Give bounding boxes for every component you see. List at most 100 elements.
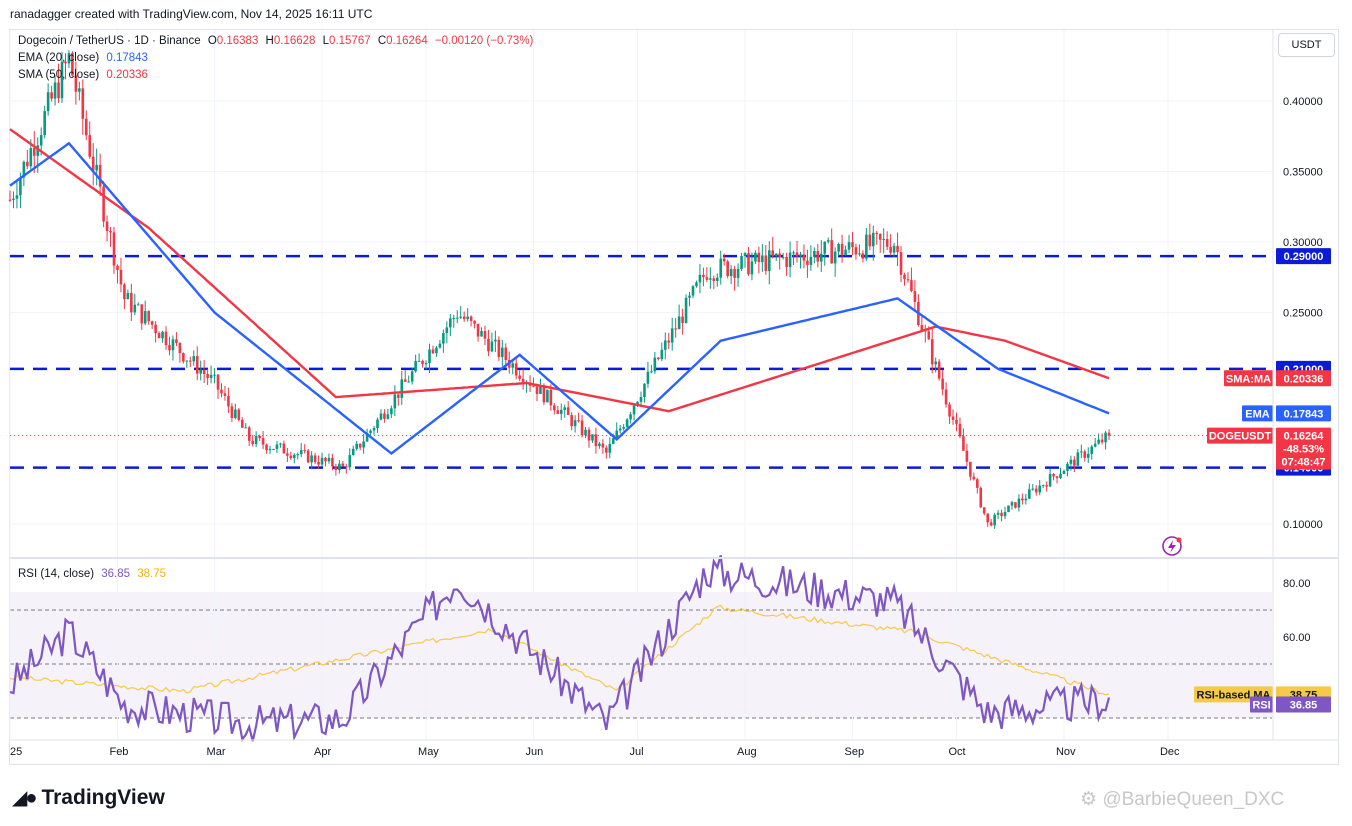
candle — [868, 234, 872, 247]
candle — [345, 466, 348, 468]
candle — [348, 455, 352, 468]
currency-selector[interactable]: USDT — [1278, 33, 1335, 57]
candle — [112, 232, 116, 266]
candle — [355, 443, 359, 449]
candle — [813, 250, 816, 257]
candle — [1083, 451, 1087, 458]
sma-legend-value: 0.20336 — [106, 69, 148, 81]
candle — [792, 252, 795, 254]
candle — [681, 316, 684, 323]
time-tick-label: Mar — [207, 746, 226, 758]
candle — [1059, 473, 1062, 479]
candle — [941, 378, 944, 390]
candle — [920, 325, 924, 331]
candle — [123, 284, 126, 300]
candle — [712, 278, 716, 281]
candle — [650, 371, 653, 373]
candle — [188, 360, 192, 362]
tradingview-brand: TradingView — [41, 785, 165, 809]
candle — [618, 428, 622, 431]
candle — [861, 253, 865, 259]
candle — [116, 265, 119, 270]
candle — [1045, 485, 1048, 487]
candle — [60, 61, 64, 99]
level-290-tag-bg — [1276, 248, 1331, 265]
rsi-name-tag-text: RSI — [1252, 700, 1270, 712]
candle — [341, 463, 345, 467]
candle — [688, 295, 691, 298]
candle — [705, 277, 709, 280]
candle — [275, 444, 279, 449]
candle — [806, 260, 809, 265]
candle — [282, 443, 286, 454]
time-tick-label: Apr — [314, 746, 331, 758]
ema-legend-label: EMA (20, close) — [18, 52, 100, 64]
candle — [428, 349, 431, 364]
candle — [788, 252, 792, 267]
candle — [376, 419, 379, 429]
candle — [455, 317, 459, 319]
sma-legend[interactable]: SMA (50, close) 0.20336 — [18, 69, 148, 81]
chart-attribution: ranadagger created with TradingView.com,… — [10, 7, 373, 21]
candle — [979, 487, 983, 508]
candle — [1031, 488, 1035, 490]
candle — [660, 349, 664, 360]
candle — [989, 522, 993, 526]
candle — [372, 428, 376, 431]
candle — [930, 339, 934, 365]
rsi-line — [9, 555, 1111, 742]
candle — [213, 374, 216, 376]
candle — [74, 75, 78, 92]
candle — [840, 243, 844, 256]
candle — [819, 253, 823, 262]
candle — [358, 443, 362, 448]
candle — [899, 252, 903, 275]
candle — [157, 333, 161, 339]
candle — [445, 327, 449, 334]
tradingview-logo[interactable]: ◢● TradingView — [12, 785, 165, 810]
candle — [521, 378, 525, 384]
candle — [15, 195, 19, 199]
candle — [494, 339, 497, 342]
candle — [109, 231, 112, 233]
ema-line — [9, 141, 1110, 456]
candle — [501, 347, 504, 357]
candle — [487, 338, 490, 352]
candle — [393, 394, 397, 409]
candle — [733, 268, 736, 278]
candle — [865, 234, 868, 259]
candle — [743, 253, 747, 257]
alert-icon[interactable] — [1162, 536, 1182, 556]
candle — [91, 156, 95, 171]
candle — [1014, 502, 1017, 508]
candle — [417, 360, 421, 362]
candle — [265, 444, 268, 451]
rsi-name-tag: RSI — [1250, 696, 1273, 713]
candle — [421, 360, 424, 365]
candle — [736, 268, 740, 278]
ema-legend[interactable]: EMA (20, close) 0.17843 — [18, 52, 148, 64]
candle — [878, 234, 882, 240]
ohlc-close-label: C — [377, 35, 387, 47]
candle — [927, 331, 931, 340]
candle — [130, 293, 133, 313]
candle — [324, 457, 327, 462]
candle — [636, 401, 639, 406]
symbol-legend[interactable]: Dogecoin / TetherUS · 1D · Binance O0.16… — [18, 35, 533, 47]
candle — [476, 323, 480, 337]
candle — [1038, 485, 1042, 493]
ohlc-close: 0.16264 — [386, 35, 428, 47]
sma-name-tag-bg — [1224, 370, 1273, 387]
price-tick-label: 0.30000 — [1283, 237, 1323, 249]
rsi-legend[interactable]: RSI (14, close) 36.85 38.75 — [18, 568, 166, 580]
candle — [684, 297, 688, 323]
candle — [98, 164, 102, 187]
candle — [795, 252, 799, 257]
candle — [403, 379, 407, 382]
candle — [709, 278, 712, 280]
candle — [1048, 474, 1052, 487]
candle — [830, 240, 833, 264]
candle — [306, 450, 310, 463]
candle — [50, 92, 53, 99]
